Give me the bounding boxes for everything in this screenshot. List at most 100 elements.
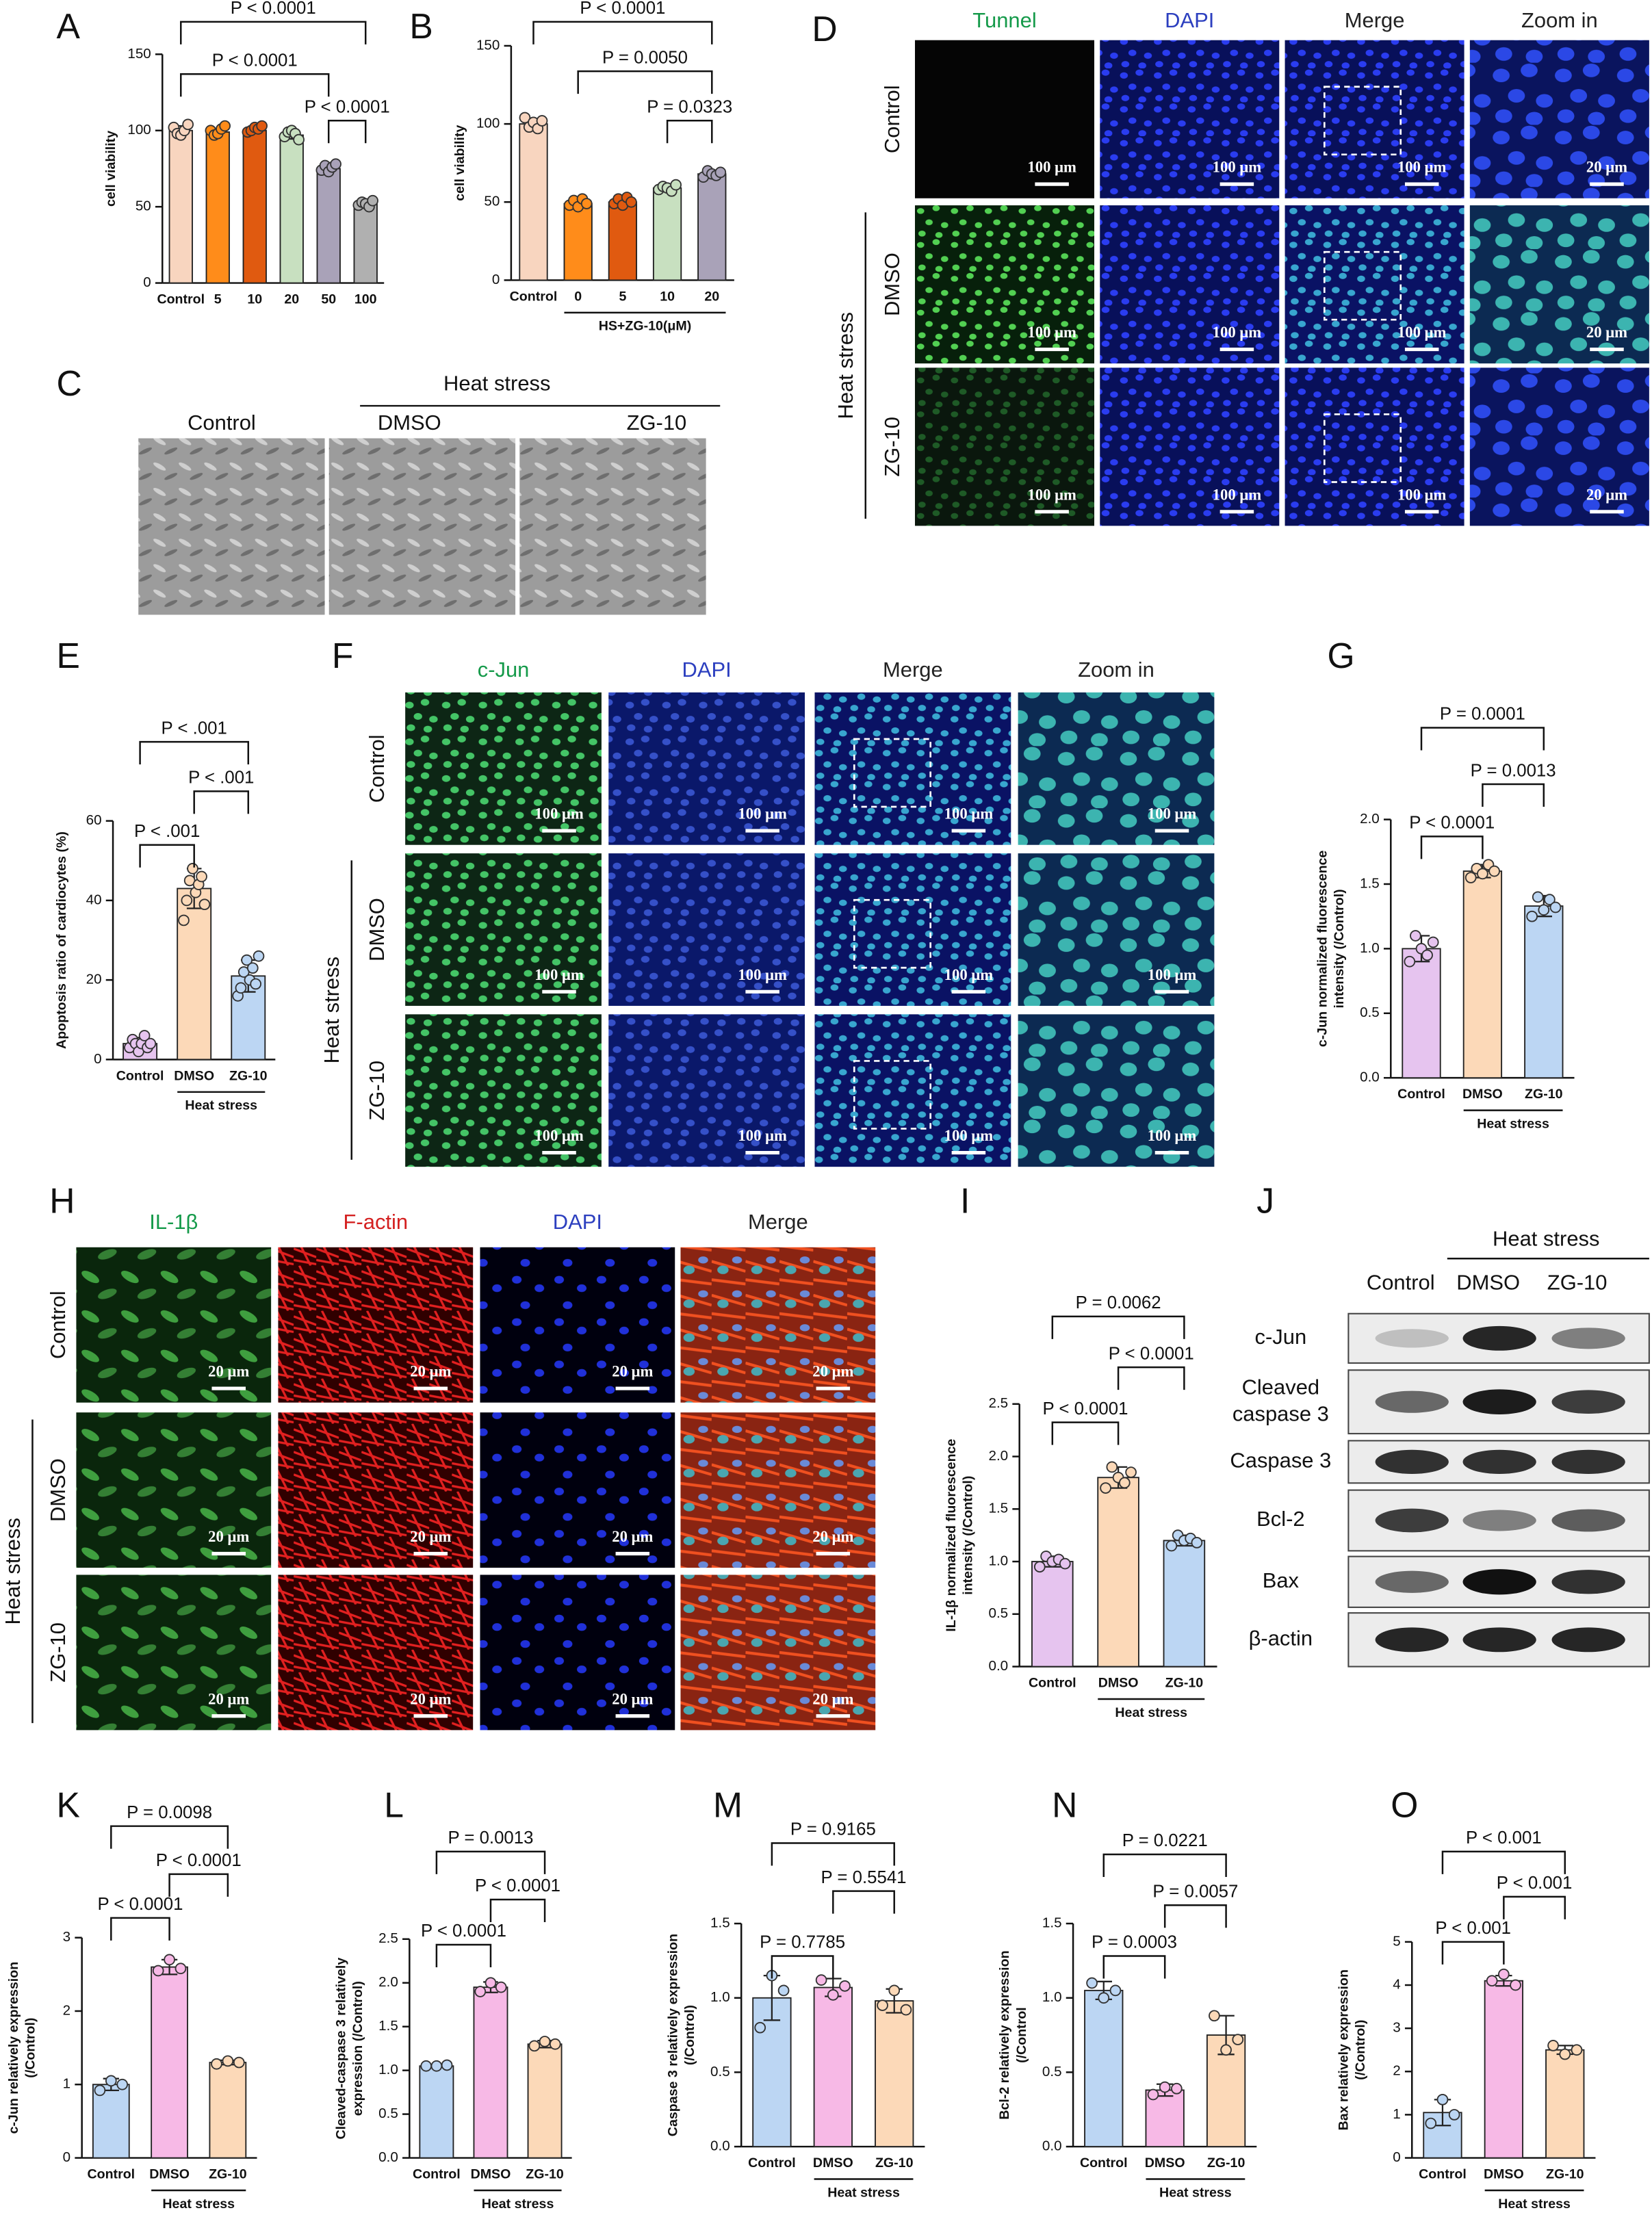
bar [652,187,682,281]
row-label: Control [365,734,389,803]
data-point [754,2021,766,2034]
y-tick-label: 3 [1393,2020,1400,2036]
bar [1031,1561,1074,1668]
y-tick-label: 1.0 [988,1553,1008,1568]
data-point [430,2060,443,2072]
y-tick-label: 1.0 [1360,940,1380,956]
zoom-box [1323,86,1402,156]
panel-letter: F [332,636,354,675]
y-tick-label: 0 [63,2149,70,2165]
data-point [222,2055,234,2067]
micrograph [1285,367,1464,526]
panel-letter: O [1391,1785,1418,1824]
significance-bracket [1441,1941,1505,1965]
data-point [1425,2117,1437,2129]
group-label: Heat stress [834,312,857,419]
y-tick-label: 2.5 [378,1930,398,1946]
micrograph [480,1575,675,1731]
bar [1163,1540,1206,1668]
y-axis-label: intensity (/Control) [1332,889,1347,1008]
data-point [178,914,190,927]
micrograph [138,438,325,615]
blot-band [1375,1570,1449,1593]
data-point [549,2038,561,2050]
bar [813,1986,853,2147]
bar [177,888,212,1061]
scale-label: 100 μm [1397,486,1447,503]
data-point [1498,1968,1510,1980]
x-tick-label: DMSO [174,1068,214,1083]
blot-band [1551,1570,1625,1594]
data-point [1547,2040,1559,2051]
y-axis-label: (/Control) [1353,2020,1368,2080]
y-tick-label: 2 [1393,2063,1400,2079]
y-tick-label: 2.0 [378,1974,398,1990]
y-tick-label: 50 [135,198,151,214]
micrograph [1100,40,1280,198]
column-header: DAPI [553,1210,602,1234]
data-point [1538,904,1550,916]
significance-bracket [1117,1366,1185,1390]
data-point [138,1030,151,1041]
bar [316,168,341,284]
data-point [580,198,593,209]
micrograph [914,367,1095,526]
data-point [420,2060,433,2072]
data-point [250,978,262,990]
blot-band [1551,1509,1625,1532]
scale-label: 100 μm [1148,805,1197,822]
micrograph [1018,853,1215,1006]
y-tick-label: 40 [86,892,102,907]
y-tick-label: 0 [143,274,151,290]
x-tick-label: Control [116,1068,164,1083]
p-value: P < .001 [162,718,227,738]
data-point [1209,2010,1220,2022]
blot-band [1375,1390,1449,1413]
p-value: P < 0.0001 [1109,1344,1194,1363]
row-label: c-Jun [1255,1325,1307,1349]
data-point [1404,955,1416,968]
blot-band [1462,1449,1536,1475]
data-point [1488,865,1500,877]
data-point [1486,1975,1498,1987]
data-point [1098,1992,1110,2004]
group-label: Heat stress [482,2197,554,2212]
micrograph [76,1575,272,1731]
scale-label: 100 μm [1213,159,1262,176]
y-tick-label: 2 [63,2002,70,2018]
micrograph [278,1575,474,1731]
data-point [152,1965,164,1977]
micrograph [1285,205,1464,364]
x-tick-label: DMSO [1145,2155,1185,2171]
micrograph [1285,40,1464,198]
column-header: Control [188,411,256,435]
scale-label: 100 μm [944,966,994,983]
micrograph [405,853,602,1006]
bar [608,201,638,281]
panel-letter: L [384,1785,404,1824]
micrograph [328,438,516,615]
x-tick-label: DMSO [471,2166,511,2181]
y-tick-label: 1.5 [988,1501,1008,1516]
p-value: P < 0.0001 [580,0,665,18]
bar [205,131,230,284]
zoom-box [1323,413,1402,483]
data-point [900,2004,912,2016]
micrograph [76,1412,272,1568]
blot-band [1551,1390,1625,1414]
data-point [1171,2082,1183,2095]
column-header: Merge [748,1210,808,1234]
bar [279,134,304,284]
panel-letter: C [57,363,82,403]
data-point [495,1981,507,1993]
data-point [528,2040,541,2052]
micrograph [278,1247,474,1403]
data-point [1526,910,1538,922]
panel-letter: H [49,1180,75,1220]
y-tick-label: 1 [63,2076,70,2092]
x-tick-label: ZG-10 [1525,1087,1563,1102]
p-value: P < 0.001 [1466,1828,1542,1848]
micrograph [680,1575,876,1731]
micrograph [608,1014,805,1167]
